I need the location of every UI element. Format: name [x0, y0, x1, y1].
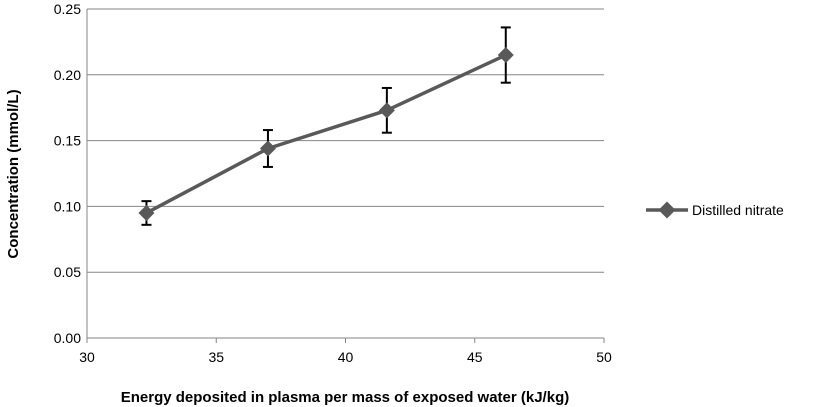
- y-tick-label: 0.25: [54, 1, 81, 17]
- y-tick-label: 0.05: [54, 264, 81, 280]
- x-tick-label: 30: [79, 349, 95, 365]
- y-tick-label: 0.15: [54, 133, 81, 149]
- x-axis-title: Energy deposited in plasma per mass of e…: [121, 389, 569, 406]
- error-bars: [141, 26, 511, 226]
- y-tick-label: 0.20: [54, 67, 81, 83]
- series-group: [138, 47, 514, 221]
- series-line: [145, 53, 507, 215]
- y-tick-label: 0.00: [54, 330, 81, 346]
- data-point: [497, 47, 514, 64]
- axes: [86, 9, 605, 343]
- legend: Distilled nitrate: [646, 201, 784, 219]
- x-tick-label: 35: [208, 349, 224, 365]
- tick-labels: 0.00 0.05 0.10 0.15 0.20 0.25 30 35 40 45 50: [54, 1, 612, 365]
- gridlines: [87, 8, 604, 273]
- y-tick-label: 0.10: [54, 198, 81, 214]
- y-axis-title: Concentration (mmol/L): [5, 89, 22, 258]
- data-point: [259, 140, 276, 157]
- x-tick-label: 40: [338, 349, 354, 365]
- x-tick-label: 50: [596, 349, 612, 365]
- data-point: [138, 204, 155, 221]
- x-tick-label: 45: [467, 349, 483, 365]
- data-point: [378, 102, 395, 119]
- legend-marker-icon: [658, 201, 676, 219]
- legend-label: Distilled nitrate: [692, 202, 784, 218]
